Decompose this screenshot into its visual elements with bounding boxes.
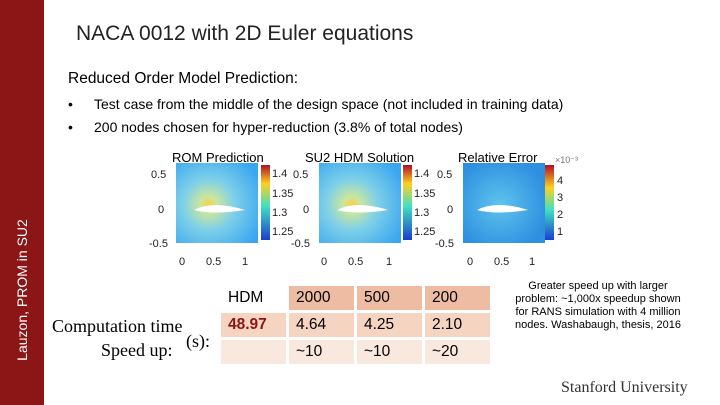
table-cell: ~10	[286, 337, 357, 367]
rom-plot-label: ROM Prediction	[172, 150, 264, 165]
slide-title: NACA 0012 with 2D Euler equations	[76, 22, 414, 45]
table-cell: 2.10	[422, 310, 493, 340]
speedup-note: Greater speed up with larger problem: ~1…	[515, 280, 681, 331]
x-tick: 1	[242, 256, 248, 268]
airfoil-shape	[337, 205, 388, 213]
x-tick: 0	[321, 256, 327, 268]
error-colorbar	[545, 165, 554, 240]
bullet-item-2: • 200 nodes chosen for hyper-reduction (3…	[68, 119, 463, 135]
error-contour-field	[463, 163, 545, 243]
y-tick: -0.5	[291, 238, 310, 250]
hdm-plot-label: SU2 HDM Solution	[305, 150, 415, 165]
bullet-marker: •	[68, 119, 73, 135]
table-cell	[218, 337, 289, 367]
colorbar-tick: 4	[557, 175, 563, 187]
contour-plots: 0.5 0 -0.5 0.5 0 -0.5 0.5 0 -0.5 0 0.5 1…	[149, 155, 578, 268]
airfoil-shape	[194, 205, 245, 213]
colorbar-tick: 1.25	[414, 226, 435, 238]
table-row: ~10 ~10 ~20	[218, 337, 493, 367]
rom-plot	[176, 163, 270, 243]
x-tick: 1	[386, 256, 392, 268]
table-cell: ~10	[354, 337, 425, 367]
airfoil-shape	[477, 205, 528, 213]
bullet-text-1: Test case from the middle of the design …	[94, 96, 564, 112]
x-tick: 0.5	[206, 256, 221, 268]
x-tick: 0.5	[348, 256, 363, 268]
table-cell: 4.64	[286, 310, 357, 340]
error-plot	[463, 163, 554, 243]
colorbar-tick: 1.35	[414, 188, 435, 200]
rom-contour-field	[176, 163, 258, 243]
table-row: HDM 2000 500 200	[218, 283, 493, 313]
table-cell: 4.25	[354, 310, 425, 340]
x-tick: 0	[467, 256, 473, 268]
y-tick: 0	[303, 204, 309, 216]
y-tick: -0.5	[435, 238, 454, 250]
table-cell: 48.97	[218, 310, 289, 340]
table-cell: ~20	[422, 337, 493, 367]
hdm-plot	[319, 163, 412, 243]
x-tick: 0	[179, 256, 185, 268]
table-cell: 200	[422, 283, 493, 313]
bullet-text-2: 200 nodes chosen for hyper-reduction (3.…	[94, 119, 463, 135]
hdm-contour-field	[319, 163, 401, 243]
computation-time-label: Computation time	[52, 316, 183, 336]
colorbar-tick: 1.4	[414, 168, 429, 180]
colorbar-tick: 1	[557, 226, 563, 238]
bullet-marker: •	[68, 96, 73, 112]
x-tick: 0.5	[494, 256, 509, 268]
table-cell: HDM	[218, 283, 289, 313]
table-cell: 2000	[286, 283, 357, 313]
bullet-item-1: • Test case from the middle of the design…	[68, 96, 563, 112]
unit-label: (s):	[186, 331, 210, 351]
subheading: Reduced Order Model Prediction:	[68, 70, 299, 87]
y-tick: 0	[447, 204, 453, 216]
table-row: 48.97 4.64 4.25 2.10	[218, 310, 493, 340]
colorbar-tick: 1.25	[272, 226, 293, 238]
colorbar-tick: 1.4	[272, 168, 287, 180]
colorbar-tick: 1.3	[414, 207, 429, 219]
stanford-logo: Stanford University	[561, 379, 688, 396]
y-tick: 0.5	[151, 169, 166, 181]
table-cell: 500	[354, 283, 425, 313]
speed-up-text: Speed up:	[101, 340, 173, 360]
x-tick: 1	[529, 256, 535, 268]
y-tick: 0.5	[293, 169, 308, 181]
colorbar-tick: 3	[557, 192, 563, 204]
error-plot-label: Relative Error	[458, 150, 538, 165]
y-tick: 0.5	[437, 169, 452, 181]
hdm-colorbar	[403, 165, 412, 240]
results-table: HDM 2000 500 200 48.97 4.64 4.25 2.10 ~1…	[218, 283, 493, 367]
error-exponent: ×10⁻³	[555, 155, 578, 165]
author-side-label: Lauzon, PROM in SU2	[14, 219, 30, 361]
y-tick: -0.5	[149, 238, 168, 250]
y-tick: 0	[158, 204, 164, 216]
colorbar-tick: 2	[557, 209, 563, 221]
rom-colorbar	[261, 165, 270, 240]
colorbar-tick: 1.35	[272, 188, 293, 200]
sidebar-band: Lauzon, PROM in SU2	[0, 0, 44, 405]
colorbar-tick: 1.3	[272, 207, 287, 219]
